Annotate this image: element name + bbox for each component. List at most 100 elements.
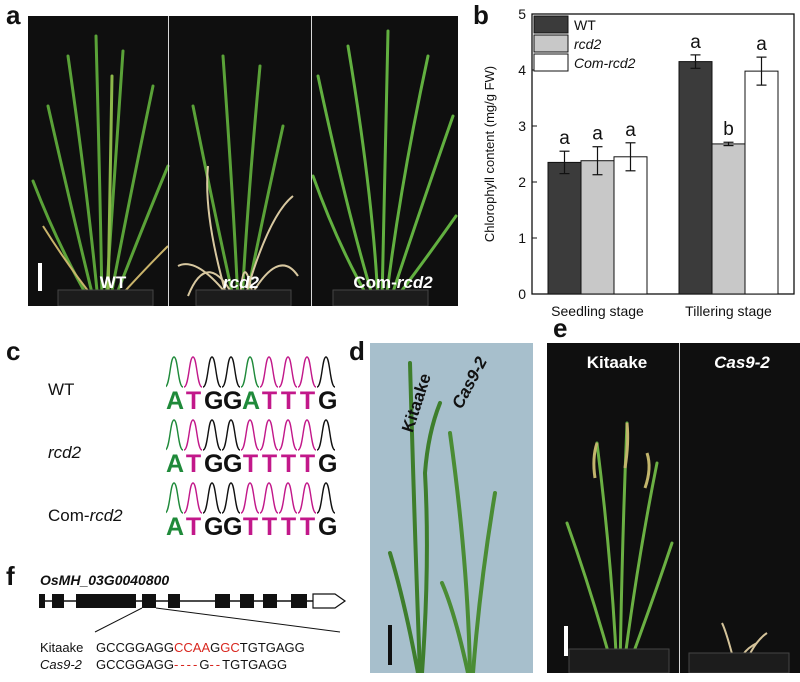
chromatogram-peak (278, 482, 298, 514)
base-letter: G (204, 450, 226, 478)
chromatogram-peak (221, 482, 241, 514)
chromatogram-peak (297, 356, 317, 388)
chromatogram-peak (166, 419, 184, 451)
gene-structure-diagram (39, 593, 347, 633)
chromatogram-peak (221, 356, 241, 388)
bar (744, 70, 779, 295)
base-sequence: ATGGTTTTG (166, 513, 337, 542)
chromatogram-peak (240, 419, 260, 451)
panel-a-divider-1 (168, 16, 169, 306)
chromatogram-peak (259, 356, 279, 388)
kitaake-seq-a: GCCGGAGG (96, 640, 175, 655)
panel-c-letter: c (6, 336, 21, 366)
panel-f-letter: f (6, 561, 15, 591)
panel-d-photo: Kitaake Cas9-2 (370, 343, 533, 673)
chromatogram-trace (166, 419, 336, 451)
cas9-seq-a: GCCGGAGG (96, 657, 175, 672)
cas9-seq-b: ---- (174, 657, 200, 672)
panel-e-divider (679, 343, 680, 673)
chromatogram-peak (202, 419, 222, 451)
base-letter: T (280, 513, 299, 541)
significance-letter: a (592, 124, 603, 145)
base-sequence: ATGGTTTTG (166, 450, 337, 479)
base-letter: T (280, 450, 299, 478)
kitaake-seq-b: CCAA (174, 640, 211, 655)
y-tick-label: 1 (518, 230, 526, 246)
cas9-seq-e: TGTGAGG (222, 657, 288, 672)
base-letter: T (242, 450, 261, 478)
base-letter: T (185, 450, 204, 478)
row-label-italic: rcd2 (48, 443, 82, 462)
base-letter: T (299, 387, 318, 415)
significance-letter: b (723, 119, 734, 140)
chromatogram-peak (166, 482, 184, 514)
chromatogram-row-label: rcd2 (48, 443, 81, 463)
panel-e-letter: e (553, 313, 568, 343)
bar (580, 160, 615, 295)
chromatogram-peak (259, 482, 279, 514)
label-rcd2: rcd2 (223, 273, 259, 292)
chromatogram-trace (166, 482, 336, 514)
gene-name: OsMH_03G0040800 (40, 572, 170, 588)
x-category-label: Seedling stage (551, 303, 644, 319)
cas9-seq-d: -- (209, 657, 223, 672)
cas9-seq-c: G (199, 657, 210, 672)
panel-b-letter: b (473, 0, 489, 30)
x-category-label: Tillering stage (685, 303, 772, 319)
scale-bar-d (388, 625, 392, 665)
base-letter: G (223, 450, 245, 478)
chromatogram-peak (316, 419, 336, 451)
base-letter: G (318, 387, 340, 415)
label-com-italic: rcd2 (396, 273, 433, 292)
chromatogram-peak (278, 419, 298, 451)
bar (711, 143, 746, 295)
y-tick-label: 0 (518, 286, 526, 302)
y-axis-label: Chlorophyll content (mg/g FW) (482, 66, 497, 242)
significance-letter: a (690, 32, 701, 53)
row-label-italic: rcd2 (89, 506, 123, 525)
panel-a-photo: WT rcd2 Com-rcd2 (28, 16, 458, 306)
base-letter: G (204, 513, 226, 541)
significance-letter: a (756, 34, 767, 55)
scale-bar-e (564, 626, 568, 656)
kitaake-seq-e: TGTGAGG (239, 640, 305, 655)
significance-letter: a (559, 128, 570, 149)
base-letter: T (261, 513, 280, 541)
chromatogram-peak (183, 482, 203, 514)
kitaake-seq-c: G (210, 640, 221, 655)
base-letter: T (299, 450, 318, 478)
legend-swatch (533, 53, 569, 72)
seq-row-kitaake: Kitaake GCCGGAGGCCAAGGCTGTGAGG (40, 640, 360, 655)
kitaake-seq-d: GC (220, 640, 240, 655)
panel-d-letter: d (349, 336, 365, 366)
seedling-illustration (388, 361, 497, 673)
base-letter: A (166, 513, 187, 541)
row-label-prefix: Com- (48, 506, 90, 525)
chromatogram-row-label: WT (48, 380, 75, 399)
chromatogram-peak (183, 356, 203, 388)
legend-label: Com-rcd2 (574, 55, 636, 71)
base-letter: T (242, 513, 261, 541)
panel-a-letter: a (6, 0, 21, 30)
base-letter: T (280, 387, 299, 415)
chromatogram-peak (202, 482, 222, 514)
rice-plants-e-illustration (547, 343, 800, 673)
seq-label-cas9: Cas9-2 (40, 657, 82, 672)
bar (547, 161, 582, 295)
chromatogram-peak (316, 356, 336, 388)
base-sequence: ATGGATTTG (166, 387, 337, 416)
base-letter: G (223, 387, 245, 415)
base-letter: T (299, 513, 318, 541)
bar (678, 61, 713, 295)
chromatogram-peak (297, 482, 317, 514)
chromatogram-peak (278, 356, 298, 388)
legend-swatch (533, 34, 569, 53)
label-e-cas9: Cas9-2 (714, 353, 770, 372)
y-tick-label: 4 (518, 62, 526, 78)
legend-label: WT (574, 17, 596, 33)
base-letter: T (261, 387, 280, 415)
label-com-rcd2: Com-rcd2 (338, 273, 448, 293)
chromatogram-peak (259, 419, 279, 451)
chromatogram-peak (202, 356, 222, 388)
chromatogram-peak (240, 482, 260, 514)
